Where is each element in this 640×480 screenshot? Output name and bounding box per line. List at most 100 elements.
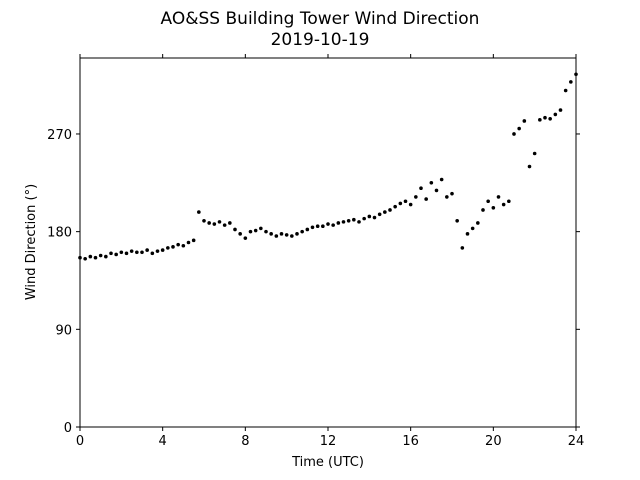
x-tick-label: 4 [159, 434, 167, 449]
data-point [331, 223, 335, 227]
data-point [424, 197, 428, 201]
data-point [538, 118, 542, 122]
data-point [476, 221, 480, 225]
data-point [372, 215, 377, 220]
data-point [259, 226, 263, 231]
data-point [238, 232, 242, 236]
data-point [160, 248, 165, 252]
plot-frame [79, 57, 577, 428]
data-point [191, 238, 196, 243]
data-point [326, 222, 330, 226]
data-point [155, 249, 160, 253]
data-point [543, 115, 547, 120]
data-point [109, 251, 113, 256]
data-point [408, 202, 413, 207]
data-point [569, 80, 573, 84]
data-point [341, 220, 346, 224]
data-point [98, 253, 103, 258]
data-point [228, 221, 232, 225]
data-point [527, 164, 532, 169]
data-point [300, 229, 304, 234]
data-point [367, 214, 372, 219]
data-point [279, 232, 284, 236]
x-tick-label: 8 [241, 434, 249, 449]
data-point [377, 212, 382, 217]
data-point [248, 229, 253, 234]
data-point [439, 177, 444, 182]
data-point [558, 108, 563, 112]
data-point [563, 88, 568, 93]
data-point [352, 217, 356, 222]
data-point [501, 202, 506, 207]
data-point [496, 195, 501, 199]
data-point [414, 195, 418, 199]
data-point [403, 199, 408, 204]
data-point [78, 255, 82, 260]
data-point [166, 246, 170, 250]
data-point [217, 220, 222, 224]
x-axis-label: Time (UTC) [291, 455, 364, 470]
data-point [310, 225, 315, 230]
data-point [507, 199, 511, 204]
data-point [145, 248, 149, 252]
x-tick-label: 20 [485, 434, 502, 449]
data-point [388, 208, 392, 212]
data-point [207, 221, 211, 225]
data-point [114, 252, 118, 257]
x-tick-label: 0 [76, 434, 84, 449]
data-point [419, 186, 423, 191]
data-point [104, 254, 108, 259]
data-point [315, 224, 320, 229]
data-point [393, 204, 397, 209]
data-point [212, 222, 217, 226]
data-point [222, 223, 227, 227]
chart-subtitle: 2019-10-19 [271, 30, 370, 50]
data-point [574, 72, 578, 77]
data-point [119, 250, 124, 255]
data-point [135, 250, 139, 255]
data-point [171, 245, 175, 249]
x-tick-label: 12 [320, 434, 337, 449]
x-tick-label: 24 [568, 434, 585, 449]
data-point [269, 232, 273, 236]
data-point [532, 151, 537, 156]
data-point [512, 132, 516, 136]
data-point [434, 188, 439, 193]
data-point [470, 226, 475, 231]
data-point [93, 255, 98, 260]
data-point [253, 228, 258, 233]
data-point [481, 208, 485, 212]
data-point [336, 221, 341, 225]
data-point [357, 220, 361, 224]
data-point [284, 233, 289, 237]
data-point [295, 232, 299, 236]
data-point [486, 199, 490, 204]
data-point [429, 181, 434, 185]
data-point [264, 229, 268, 234]
y-tick-label: 270 [47, 128, 72, 143]
data-point [186, 240, 191, 245]
data-point [522, 119, 527, 123]
data-point [140, 250, 144, 255]
data-point [362, 216, 366, 221]
data-point [321, 224, 325, 229]
data-point [202, 218, 206, 223]
data-point [445, 195, 449, 199]
data-point [88, 254, 93, 259]
data-point [450, 191, 454, 196]
data-point [346, 218, 351, 223]
data-point [233, 227, 237, 232]
data-point [465, 232, 470, 236]
data-point [83, 256, 87, 261]
data-point [197, 210, 201, 214]
y-tick-label: 180 [47, 226, 72, 241]
data-point [124, 251, 129, 256]
y-tick-label: 90 [55, 323, 72, 338]
data-point [548, 116, 552, 121]
data-point [383, 210, 387, 214]
data-point [455, 218, 459, 223]
data-point [243, 236, 248, 240]
data-point [517, 126, 521, 131]
chart-title: AO&SS Building Tower Wind Direction [161, 9, 480, 29]
